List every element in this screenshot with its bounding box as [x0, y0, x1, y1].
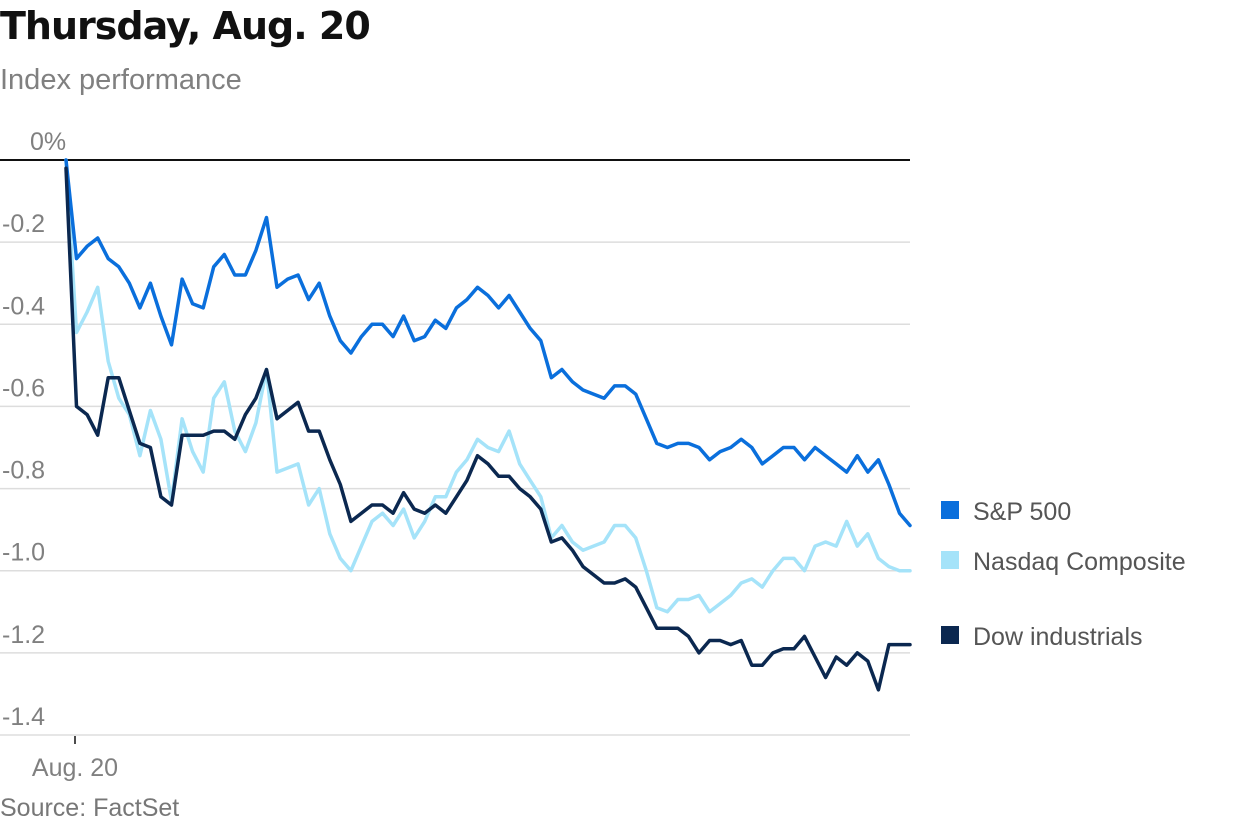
series-lines	[64, 158, 912, 692]
y-tick-label: -1.4	[2, 703, 45, 731]
x-tick-label: Aug. 20	[32, 754, 118, 782]
series-line-s-p-500	[64, 158, 912, 528]
y-tick-label: -1.0	[2, 539, 45, 567]
series-line-dow-industrials	[64, 166, 912, 692]
chart-subtitle: Index performance	[0, 64, 242, 96]
legend-swatch	[941, 626, 959, 644]
y-tick-label: -0.6	[2, 374, 45, 402]
x-axis: Aug. 20	[32, 736, 118, 782]
y-tick-label: -0.8	[2, 457, 45, 485]
legend-swatch	[941, 501, 959, 519]
y-tick-label: -0.2	[2, 210, 45, 238]
y-axis-tick-labels: 0% -0.2 -0.4 -0.6 -0.8 -1.0 -1.2 -1.4	[2, 128, 66, 731]
legend-swatch	[941, 551, 959, 569]
legend-label: Dow industrials	[973, 623, 1143, 651]
source-note: Source: FactSet	[0, 794, 180, 822]
legend-label: S&P 500	[973, 498, 1071, 526]
series-line-nasdaq-composite	[64, 158, 912, 614]
chart-title: Thursday, Aug. 20	[0, 4, 371, 48]
legend: S&P 500 Nasdaq Composite Dow industrials	[941, 498, 1186, 651]
legend-label: Nasdaq Composite	[973, 548, 1186, 576]
y-tick-label: 0%	[30, 128, 66, 156]
y-tick-label: -1.2	[2, 621, 45, 649]
y-tick-label: -0.4	[2, 292, 45, 320]
gridlines	[0, 159, 910, 736]
